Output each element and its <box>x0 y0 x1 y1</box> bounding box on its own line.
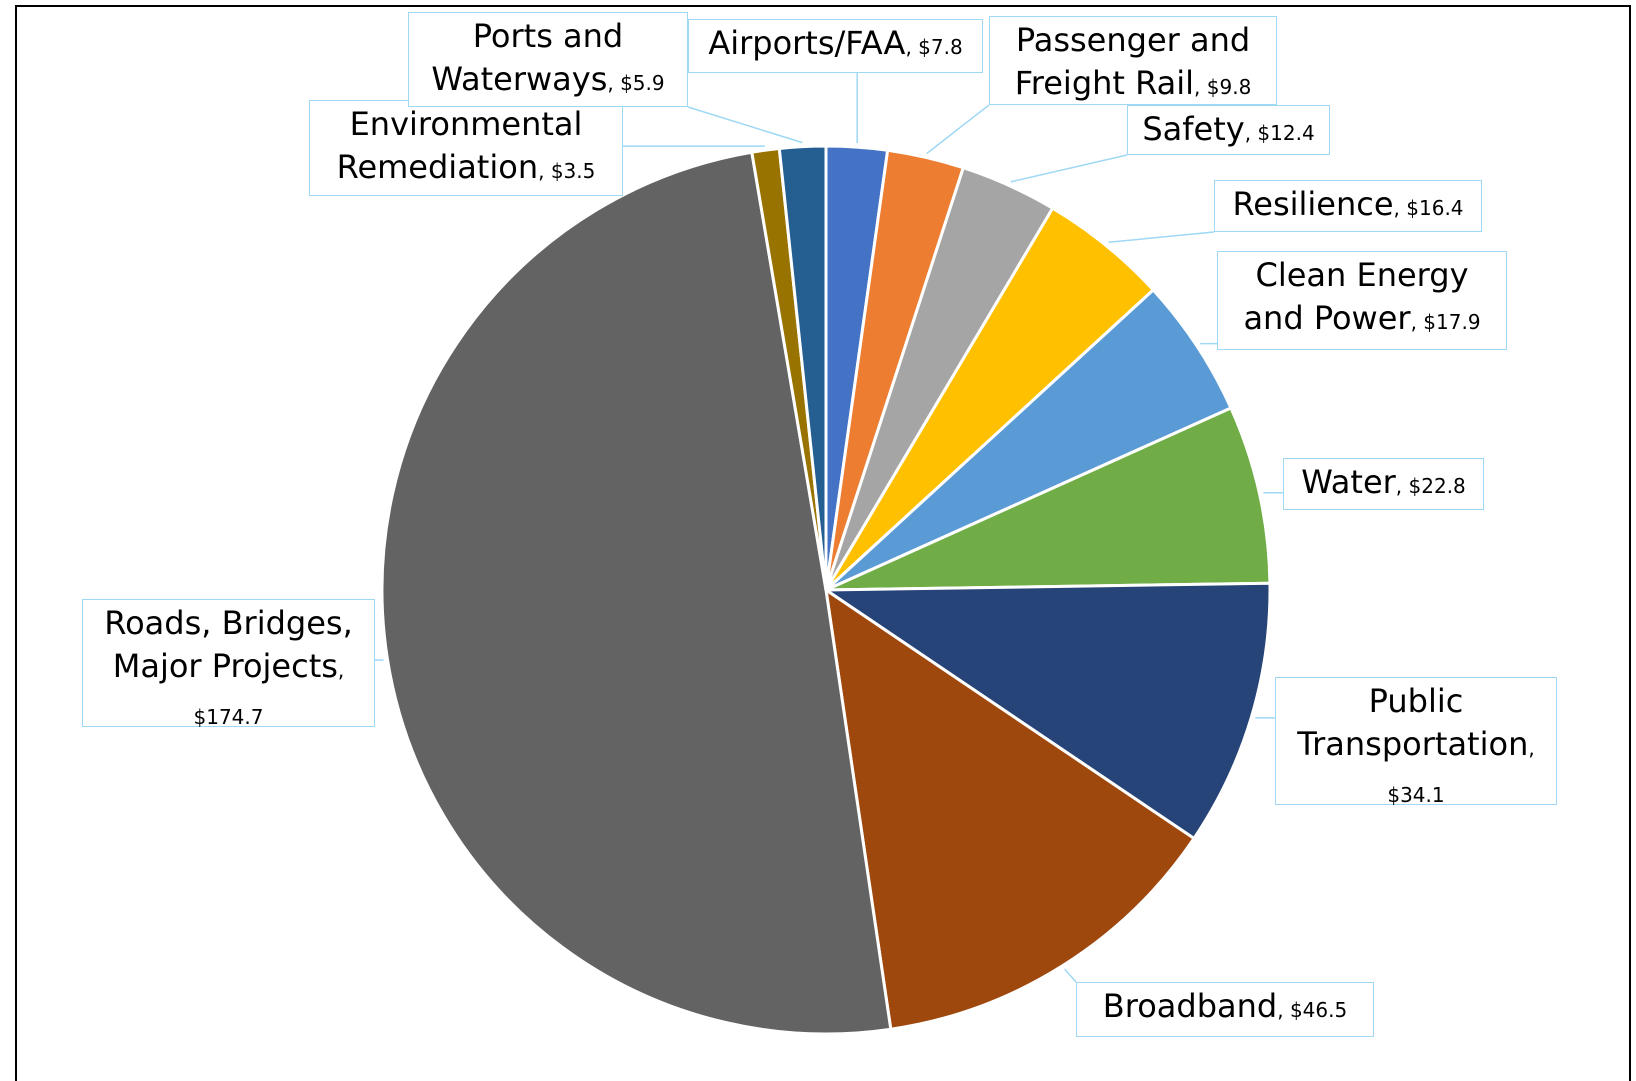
data-label: Clean Energy and Power, $17.9 <box>1217 251 1507 350</box>
label-name: Environmental Remediation <box>336 105 583 186</box>
data-label: Ports and Waterways, $5.9 <box>408 12 688 107</box>
label-value: $16.4 <box>1406 196 1464 220</box>
label-separator: , <box>1393 196 1407 220</box>
leader-line <box>926 104 990 155</box>
label-separator: , <box>1395 474 1409 498</box>
pie-slice <box>777 144 828 591</box>
data-label: Passenger and Freight Rail, $9.8 <box>989 16 1277 105</box>
leader-line <box>1108 231 1215 244</box>
label-value: $46.5 <box>1289 998 1348 1022</box>
label-separator: , <box>1277 998 1290 1022</box>
leader-line <box>1010 154 1128 183</box>
label-name: Public Transportation <box>1297 682 1529 763</box>
label-value: $12.4 <box>1257 121 1315 145</box>
label-separator: , <box>905 35 919 59</box>
label-name: Airports/FAA <box>708 24 906 62</box>
label-separator: , <box>607 71 621 95</box>
pie-slice <box>821 581 1272 841</box>
label-value: $22.8 <box>1408 474 1466 498</box>
data-label: Public Transportation, $34.1 <box>1275 677 1557 807</box>
label-separator: , <box>1194 75 1207 99</box>
label-value: $5.9 <box>620 71 665 95</box>
label-name: Broadband <box>1102 987 1278 1025</box>
label-name: Clean Energy and Power <box>1243 256 1469 337</box>
chart-frame <box>15 5 1631 1081</box>
label-name: Ports and Waterways <box>431 17 624 98</box>
leader-line <box>687 106 803 144</box>
label-name: Resilience <box>1232 185 1394 223</box>
label-name: Safety <box>1142 110 1245 148</box>
label-separator: , <box>538 159 551 183</box>
data-label: Airports/FAA, $7.8 <box>688 19 983 73</box>
label-value: $3.5 <box>550 159 596 183</box>
label-name: Water <box>1301 463 1396 501</box>
label-value: $7.8 <box>918 35 963 59</box>
data-label: Roads, Bridges, Major Projects, $174.7 <box>82 599 375 729</box>
label-name: Passenger and Freight Rail <box>1014 21 1251 102</box>
data-label: Resilience, $16.4 <box>1214 180 1482 232</box>
label-value: $34.1 <box>1387 783 1445 807</box>
label-value: $174.7 <box>193 705 264 729</box>
label-name: Roads, Bridges, Major Projects <box>104 604 353 685</box>
label-separator: , <box>1528 736 1535 760</box>
data-label: Broadband, $46.5 <box>1076 982 1374 1037</box>
pie-slice <box>824 586 1197 1031</box>
data-label: Water, $22.8 <box>1283 458 1484 510</box>
label-separator: , <box>1410 310 1424 334</box>
label-separator: , <box>1244 121 1258 145</box>
data-label: Safety, $12.4 <box>1127 105 1330 155</box>
pie-slice <box>824 287 1233 592</box>
data-label: Environmental Remediation, $3.5 <box>309 100 623 196</box>
leader-line <box>1064 968 1077 983</box>
pie-slice <box>825 406 1272 592</box>
label-separator: , <box>337 658 345 682</box>
label-value: $17.9 <box>1423 310 1481 334</box>
pie-slice <box>380 150 893 1036</box>
label-value: $9.8 <box>1206 75 1252 99</box>
